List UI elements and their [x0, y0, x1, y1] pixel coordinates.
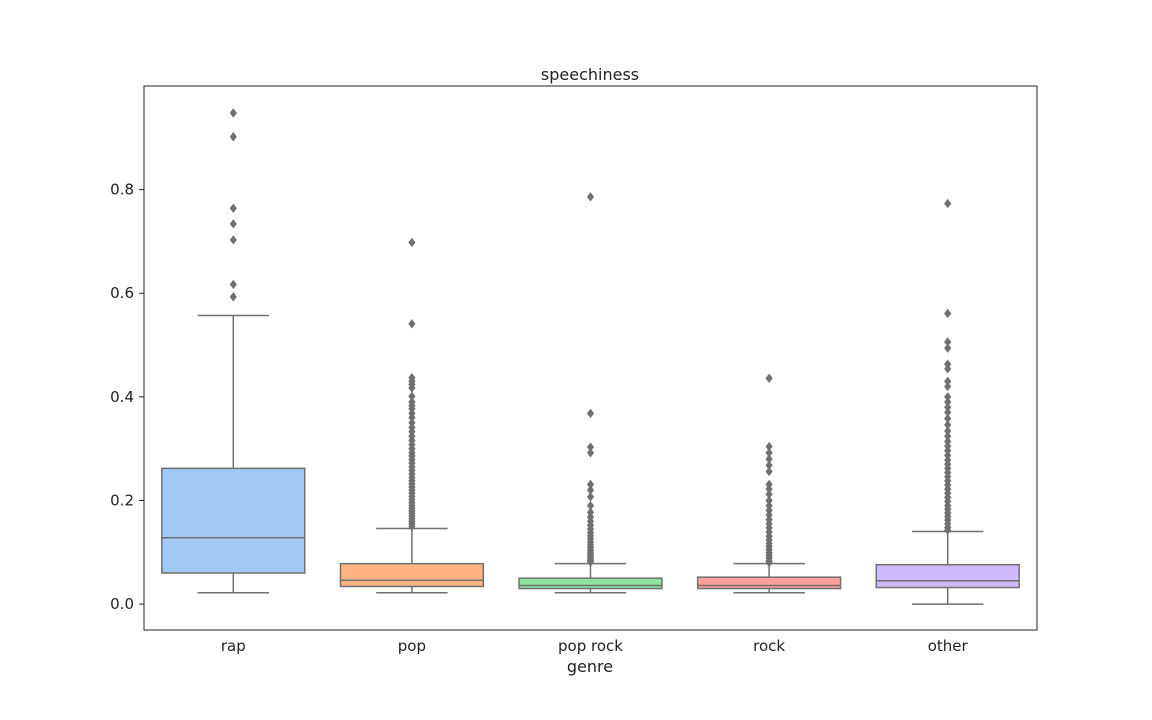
outlier-point [765, 489, 773, 499]
outlier-point [586, 448, 595, 458]
y-tick-label: 0.2 [110, 491, 134, 509]
outlier-point [944, 308, 952, 319]
outlier-point [408, 237, 416, 248]
outlier-point [586, 492, 595, 502]
x-tick-label: pop rock [558, 637, 623, 655]
chart-title: speechiness [541, 65, 639, 84]
outlier-point [586, 408, 595, 419]
box-other [875, 198, 1020, 605]
iqr-box [339, 562, 485, 588]
outlier-point [944, 376, 952, 386]
outlier-point [586, 442, 595, 452]
outlier-point [229, 203, 237, 213]
box-rock [696, 373, 842, 594]
outlier-point [944, 381, 952, 392]
outlier-point [765, 441, 773, 452]
outlier-point [944, 198, 952, 209]
outlier-point [944, 525, 952, 535]
outlier-point [765, 373, 773, 383]
plot-frame [143, 85, 1038, 631]
outlier-point [944, 397, 952, 407]
outlier-point [408, 383, 416, 393]
iqr-box [696, 576, 842, 590]
outlier-point [944, 364, 952, 374]
outlier-point [765, 460, 773, 470]
box-rap [161, 108, 306, 594]
y-tick-label: 0.6 [110, 284, 134, 302]
outlier-point [408, 412, 416, 423]
outlier-point [765, 495, 773, 506]
outlier-point [944, 407, 952, 418]
outlier-point [408, 391, 416, 402]
outlier-point [765, 454, 773, 464]
y-tick-label: 0.0 [110, 595, 134, 613]
outlier-point [229, 279, 237, 290]
outlier-point [408, 521, 416, 532]
x-tick-label: rock [753, 637, 785, 655]
outlier-point [944, 392, 952, 402]
iqr-box [161, 467, 306, 574]
y-axis: 0.0 0.2 0.4 0.6 0.8 [110, 181, 144, 613]
iqr-box [875, 563, 1020, 589]
y-tick-label: 0.8 [110, 181, 134, 199]
outlier-point [586, 485, 595, 495]
outlier-point [586, 557, 595, 567]
outlier-point [229, 292, 237, 302]
x-axis: rap pop pop rock rock other [221, 637, 969, 655]
outlier-point [765, 557, 773, 568]
outlier-point [944, 426, 952, 436]
outlier-point [586, 479, 595, 490]
outlier-point [944, 343, 952, 353]
outlier-point [586, 500, 595, 511]
outlier-point [229, 108, 237, 118]
outlier-point [586, 192, 595, 202]
outlier-point [944, 413, 952, 424]
box-pop-rock [518, 192, 663, 594]
iqr-box [518, 577, 663, 590]
outlier-point [765, 448, 773, 458]
outlier-point [765, 466, 773, 477]
outlier-point [944, 337, 952, 347]
outlier-point [944, 402, 952, 412]
x-axis-label: genre [567, 657, 613, 676]
outlier-point [944, 420, 952, 430]
outlier-point [229, 132, 237, 142]
outlier-point [229, 219, 237, 229]
outlier-point [944, 431, 952, 441]
x-tick-label: pop [398, 637, 426, 655]
box-pop [339, 237, 485, 594]
outlier-point [408, 319, 416, 329]
outlier-point [765, 484, 773, 494]
x-tick-label: rap [221, 637, 246, 655]
x-tick-label: other [928, 637, 969, 655]
y-tick-label: 0.4 [110, 388, 134, 406]
outlier-point [229, 235, 237, 245]
box-series [161, 108, 1020, 605]
